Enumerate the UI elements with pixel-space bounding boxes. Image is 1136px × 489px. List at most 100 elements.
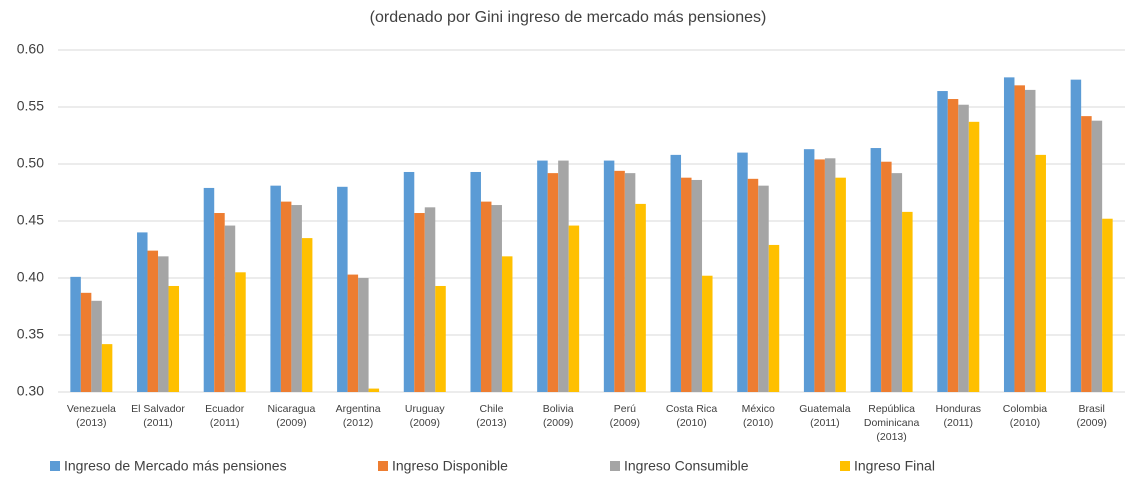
bar <box>101 344 113 392</box>
x-tick-label: Perú <box>614 403 636 415</box>
y-tick-label: 0.35 <box>17 326 44 342</box>
x-tick-label: (2013) <box>876 431 906 443</box>
bar <box>968 121 980 392</box>
x-tick-label: (2011) <box>210 417 240 429</box>
x-tick-label: (2011) <box>943 417 973 429</box>
bar <box>203 187 215 392</box>
x-tick-label: Guatemala <box>799 403 851 415</box>
x-tick-label: Colombia <box>1003 403 1048 415</box>
x-tick-label: (2013) <box>476 417 506 429</box>
bar <box>824 158 836 392</box>
x-tick-label: (2012) <box>343 417 373 429</box>
bar <box>70 276 81 392</box>
x-tick-label: República <box>868 403 915 415</box>
x-tick-label: (2010) <box>676 417 706 429</box>
bar <box>635 203 646 392</box>
bar <box>737 152 748 392</box>
bar <box>537 160 548 392</box>
bar <box>480 201 492 392</box>
x-tick-label: El Salvador <box>131 403 185 415</box>
bar <box>501 256 513 392</box>
bar <box>881 161 892 392</box>
x-tick-label: México <box>742 403 775 415</box>
legend-label: Ingreso Disponible <box>392 458 508 474</box>
x-tick-label: Honduras <box>936 403 982 415</box>
bar <box>1091 120 1103 393</box>
bar <box>547 173 559 392</box>
bar <box>1070 79 1082 392</box>
x-tick-label: Chile <box>480 403 504 415</box>
bar <box>814 159 825 392</box>
bar <box>670 154 682 392</box>
legend-swatch <box>50 461 60 471</box>
bar <box>1024 89 1036 393</box>
x-tick-label: (2013) <box>76 417 106 429</box>
bar <box>937 91 948 392</box>
bar <box>491 205 502 392</box>
x-tick-label: Uruguay <box>405 403 445 415</box>
bar <box>1081 116 1092 393</box>
bar <box>568 225 580 392</box>
bar <box>747 178 759 392</box>
x-tick-label: Dominicana <box>864 417 920 429</box>
bar <box>768 244 780 392</box>
bar <box>270 185 281 392</box>
bar <box>168 285 180 392</box>
x-tick-label: (2011) <box>810 417 840 429</box>
x-tick-label: Argentina <box>336 403 381 415</box>
bar <box>870 148 882 392</box>
bar <box>803 149 815 392</box>
y-tick-label: 0.60 <box>17 41 44 57</box>
legend-swatch <box>378 461 388 471</box>
x-tick-label: (2009) <box>276 417 306 429</box>
bar <box>337 186 348 392</box>
x-tick-label: Bolivia <box>543 403 574 415</box>
x-tick-label: Venezuela <box>67 403 116 415</box>
x-tick-label: (2011) <box>143 417 173 429</box>
bar <box>1014 85 1025 392</box>
bar <box>214 213 225 392</box>
bar <box>301 238 313 392</box>
x-tick-label: (2009) <box>1076 417 1106 429</box>
bar <box>80 292 92 392</box>
bar <box>470 171 481 392</box>
bar <box>681 177 692 392</box>
legend-swatch <box>610 461 620 471</box>
bar <box>403 171 415 392</box>
bar <box>947 99 959 393</box>
y-tick-label: 0.45 <box>17 212 44 228</box>
bar <box>891 173 903 392</box>
bar <box>224 225 236 392</box>
bar <box>1102 218 1113 392</box>
x-tick-label: Ecuador <box>205 403 245 415</box>
bar <box>147 250 159 392</box>
x-tick-label: (2010) <box>743 417 773 429</box>
bar <box>368 388 380 392</box>
y-tick-label: 0.50 <box>17 155 44 171</box>
bar <box>1035 154 1046 392</box>
bar <box>424 207 436 392</box>
x-tick-label: Nicaragua <box>267 403 315 415</box>
x-tick-label: (2010) <box>1010 417 1040 429</box>
x-tick-label: (2009) <box>610 417 640 429</box>
bar <box>158 256 169 392</box>
bar <box>137 232 148 392</box>
x-tick-label: Brasil <box>1079 403 1105 415</box>
y-tick-label: 0.55 <box>17 98 44 114</box>
bar <box>347 274 359 392</box>
bar <box>91 300 102 392</box>
bar <box>235 272 246 392</box>
bar <box>358 278 369 392</box>
bar <box>902 211 913 392</box>
chart-title: (ordenado por Gini ingreso de mercado má… <box>370 9 767 26</box>
x-tick-label: Costa Rica <box>666 403 718 415</box>
bar <box>702 275 713 392</box>
bar <box>291 205 302 392</box>
bar <box>280 201 292 392</box>
bar <box>958 104 969 392</box>
legend-label: Ingreso de Mercado más pensiones <box>64 458 287 474</box>
bar <box>603 160 615 392</box>
legend-swatch <box>840 461 850 471</box>
bar <box>1003 77 1015 393</box>
bar <box>435 285 446 392</box>
